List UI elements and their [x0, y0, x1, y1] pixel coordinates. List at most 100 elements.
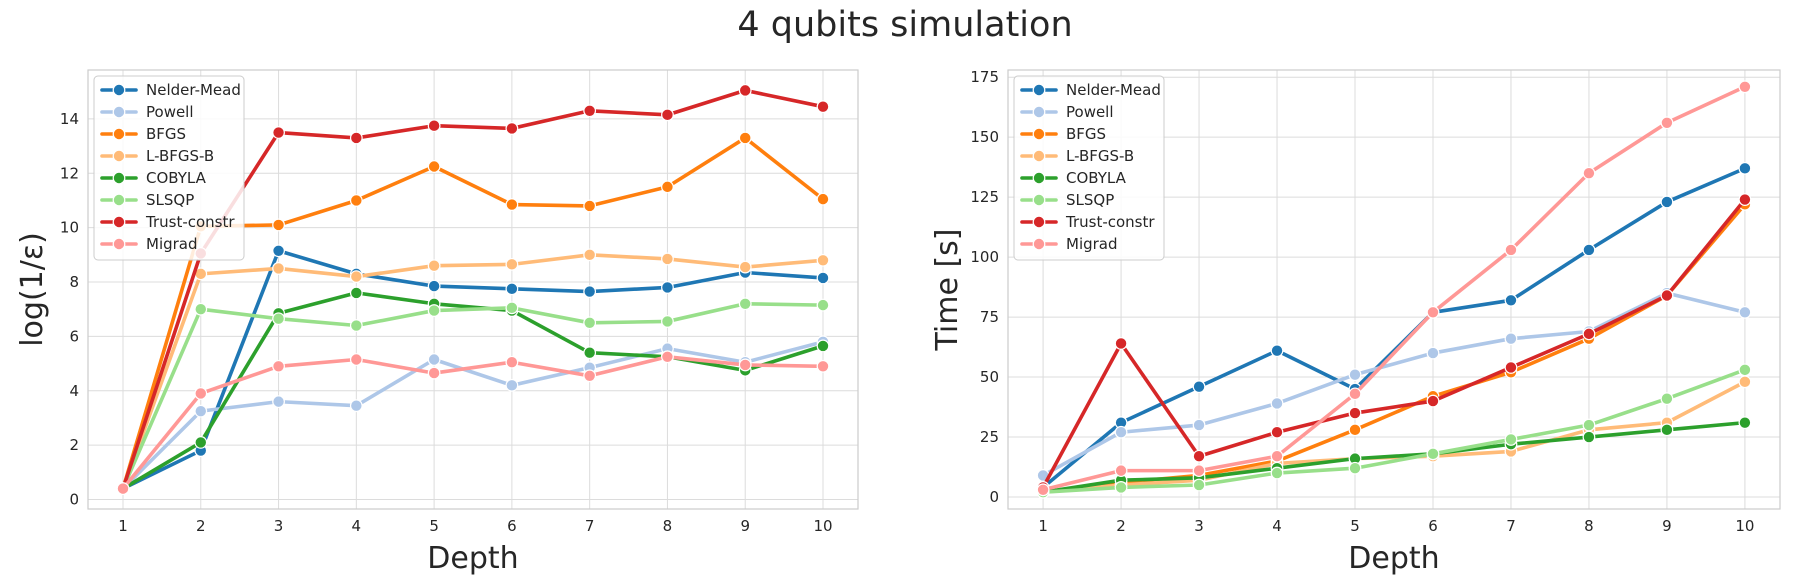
data-point — [194, 404, 208, 418]
data-point — [661, 281, 674, 294]
series-line — [1041, 84, 1747, 492]
legend-marker — [112, 127, 126, 141]
legend-marker — [112, 105, 126, 119]
data-point — [583, 199, 597, 213]
data-point — [1504, 293, 1518, 307]
data-point — [661, 108, 674, 122]
x-tick-label: 7 — [585, 517, 595, 535]
data-point — [1348, 406, 1362, 420]
data-point — [427, 353, 441, 366]
series-line — [121, 340, 825, 491]
data-point — [816, 339, 830, 353]
data-point — [1504, 243, 1518, 257]
y-axis-label: Time [s] — [930, 229, 965, 352]
x-tick-label: 1 — [1038, 517, 1048, 535]
data-point — [1738, 363, 1752, 377]
y-tick-label: 14 — [60, 110, 79, 128]
data-point — [1738, 305, 1752, 319]
x-tick-label: 6 — [1428, 517, 1438, 535]
data-point — [1192, 464, 1206, 478]
data-point — [349, 194, 363, 207]
data-point — [583, 346, 597, 360]
x-tick-label: 2 — [1116, 517, 1126, 535]
x-tick-label: 9 — [740, 517, 750, 535]
data-point — [427, 259, 441, 273]
data-point — [816, 298, 830, 312]
data-point — [1582, 243, 1596, 257]
data-point — [1738, 161, 1752, 175]
x-tick-label: 10 — [813, 517, 832, 535]
data-point — [1504, 433, 1518, 446]
data-point — [583, 316, 597, 330]
data-point — [349, 131, 363, 145]
data-point — [272, 312, 285, 326]
x-axis-label: Depth — [1348, 541, 1439, 576]
x-tick-label: 1 — [118, 517, 128, 535]
data-point — [1192, 380, 1206, 394]
data-point — [1270, 449, 1284, 463]
data-point — [816, 192, 830, 206]
data-point — [427, 304, 441, 317]
data-point — [1504, 361, 1518, 374]
legend-label: L-BFGS-B — [146, 147, 214, 165]
data-point — [661, 315, 674, 328]
legend-label: SLSQP — [146, 191, 194, 209]
legend-marker — [1032, 215, 1046, 229]
data-point — [816, 253, 830, 267]
y-axis-label: log(1/ε) — [15, 232, 50, 347]
series-line — [121, 248, 825, 491]
data-point — [1660, 423, 1674, 437]
plot-frame — [1007, 69, 1781, 510]
legend-label: BFGS — [146, 125, 186, 143]
data-point — [1192, 418, 1206, 432]
legend-box — [1013, 75, 1165, 261]
data-point — [505, 301, 519, 315]
x-tick-label: 8 — [663, 517, 673, 535]
x-tick-label: 4 — [1272, 517, 1282, 535]
plot-frame — [87, 69, 859, 510]
legend-label: COBYLA — [1066, 169, 1127, 187]
x-tick-label: 5 — [1350, 517, 1360, 535]
data-point — [1426, 447, 1440, 461]
y-tick-label: 75 — [980, 308, 999, 326]
data-point — [349, 319, 363, 332]
data-point — [505, 355, 519, 369]
data-point — [1582, 166, 1596, 180]
series-line — [121, 253, 825, 491]
data-point — [349, 399, 363, 413]
legend-marker — [1032, 149, 1046, 163]
y-tick-label: 6 — [69, 327, 79, 345]
data-point — [1192, 449, 1206, 463]
data-point — [272, 218, 285, 232]
data-point — [1114, 464, 1128, 478]
data-point — [1426, 346, 1440, 360]
y-tick-label: 12 — [60, 164, 79, 182]
data-point — [272, 126, 285, 139]
data-point — [816, 100, 830, 114]
data-point — [583, 285, 597, 298]
legend-marker — [1032, 105, 1046, 119]
data-point — [272, 395, 285, 409]
data-point — [583, 248, 597, 262]
y-tick-label: 2 — [69, 436, 79, 454]
data-point — [816, 359, 830, 373]
data-point — [427, 279, 441, 293]
data-point — [194, 387, 208, 400]
x-tick-label: 7 — [1506, 517, 1516, 535]
data-point — [738, 358, 752, 372]
data-point — [738, 260, 752, 274]
data-point — [1660, 289, 1674, 302]
x-axis-label: Depth — [427, 541, 518, 576]
y-tick-label: 8 — [69, 273, 79, 291]
legend-marker — [112, 237, 126, 251]
legend-label: L-BFGS-B — [1066, 147, 1134, 165]
series-line — [1041, 420, 1747, 495]
x-tick-label: 4 — [352, 517, 362, 535]
y-tick-label: 125 — [970, 188, 999, 206]
data-point — [1348, 368, 1362, 382]
data-point — [1426, 394, 1440, 408]
legend-label: Powell — [1066, 103, 1114, 121]
data-point — [661, 252, 674, 266]
x-tick-label: 6 — [507, 517, 517, 535]
